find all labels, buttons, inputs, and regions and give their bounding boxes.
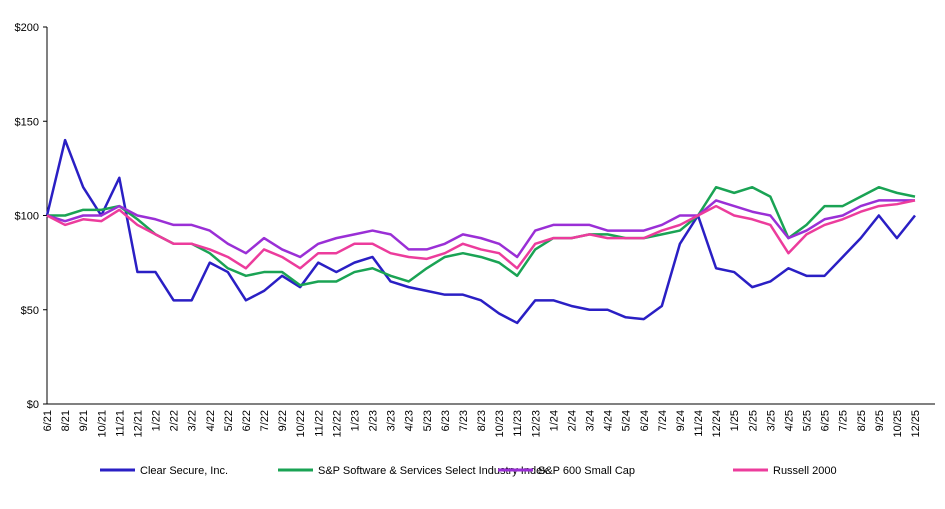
x-tick-label: 3/24 <box>585 410 597 431</box>
legend-label: Russell 2000 <box>773 465 837 477</box>
x-tick-label: 6/23 <box>440 410 452 431</box>
x-tick-label: 6/24 <box>639 410 651 431</box>
x-tick-label: 11/24 <box>693 410 705 437</box>
x-tick-label: 1/24 <box>548 410 560 431</box>
x-tick-label: 12/23 <box>530 410 542 438</box>
x-tick-label: 9/21 <box>78 410 90 431</box>
x-tick-label: 2/22 <box>169 410 181 431</box>
y-tick-label: $150 <box>15 116 39 128</box>
x-tick-label: 12/22 <box>331 410 343 438</box>
x-tick-label: 12/25 <box>910 410 922 438</box>
x-tick-label: 1/22 <box>151 410 163 431</box>
x-tick-label: 2/23 <box>368 410 380 431</box>
x-tick-label: 7/23 <box>458 410 470 431</box>
x-tick-label: 8/21 <box>60 410 72 431</box>
x-tick-label: 6/25 <box>820 410 832 431</box>
y-tick-label: $0 <box>27 399 39 411</box>
x-tick-label: 6/21 <box>42 410 54 431</box>
x-tick-label: 9/22 <box>277 410 289 431</box>
x-tick-label: 10/21 <box>96 410 108 438</box>
x-tick-label: 10/22 <box>295 410 307 438</box>
x-tick-label: 4/23 <box>404 410 416 431</box>
x-tick-label: 5/25 <box>802 410 814 431</box>
x-tick-label: 2/24 <box>566 410 578 431</box>
x-tick-label: 1/23 <box>349 410 361 431</box>
x-tick-label: 10/25 <box>892 410 904 438</box>
x-tick-label: 10/23 <box>494 410 506 438</box>
x-tick-label: 5/23 <box>422 410 434 431</box>
legend-label: S&P 600 Small Cap <box>538 465 635 477</box>
x-tick-label: 7/22 <box>259 410 271 431</box>
x-tick-label: 3/25 <box>765 410 777 431</box>
x-tick-label: 9/24 <box>675 410 687 431</box>
series-line <box>45 138 916 325</box>
x-tick-label: 11/22 <box>313 410 325 437</box>
x-tick-label: 11/21 <box>114 410 126 437</box>
x-tick-label: 5/22 <box>223 410 235 431</box>
x-tick-label: 7/24 <box>657 410 669 431</box>
x-tick-label: 12/24 <box>711 410 723 438</box>
y-tick-label: $50 <box>21 305 39 317</box>
y-tick-label: $100 <box>15 211 39 223</box>
x-tick-label: 12/21 <box>132 410 144 438</box>
y-tick-label: $200 <box>15 22 39 34</box>
x-tick-label: 6/22 <box>241 410 253 431</box>
x-tick-label: 8/25 <box>856 410 868 431</box>
x-tick-label: 8/23 <box>476 410 488 431</box>
x-tick-label: 3/23 <box>386 410 398 431</box>
x-tick-label: 2/25 <box>747 410 759 431</box>
legend-label: S&P Software & Services Select Industry … <box>318 465 548 477</box>
x-tick-label: 5/24 <box>621 410 633 431</box>
x-tick-label: 3/22 <box>187 410 199 431</box>
x-tick-label: 11/23 <box>512 410 524 437</box>
series-line <box>46 199 916 270</box>
legend-label: Clear Secure, Inc. <box>140 465 228 477</box>
x-tick-label: 4/22 <box>205 410 217 431</box>
x-tick-label: 9/25 <box>874 410 886 431</box>
x-tick-label: 4/24 <box>603 410 615 431</box>
series-line <box>46 199 915 259</box>
x-tick-label: 1/25 <box>729 410 741 431</box>
x-tick-label: 7/25 <box>838 410 850 431</box>
x-tick-label: 4/25 <box>783 410 795 431</box>
